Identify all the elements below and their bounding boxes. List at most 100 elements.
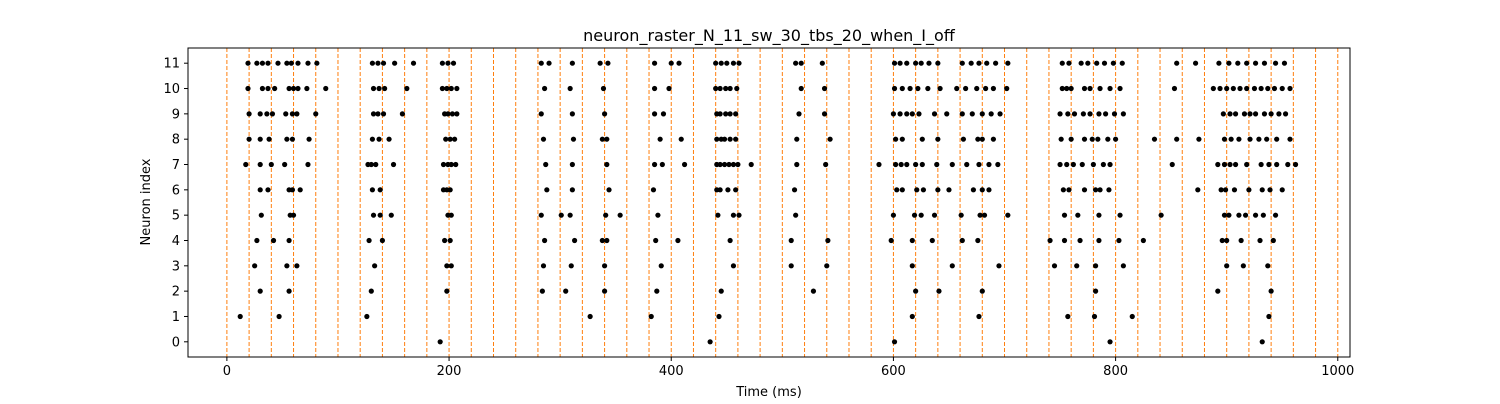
spike-point — [936, 288, 942, 294]
spike-point — [718, 288, 724, 294]
spike-point — [243, 161, 249, 168]
spike-point — [605, 60, 611, 66]
spike-point — [1215, 288, 1221, 294]
spike-point — [721, 161, 728, 168]
spike-point — [909, 237, 915, 244]
spike-point — [995, 161, 1001, 168]
spike-point — [373, 161, 379, 168]
spike-point — [448, 85, 454, 92]
spike-point — [447, 187, 453, 193]
spike-point — [368, 161, 374, 168]
spike-point — [934, 161, 940, 168]
spike-point — [1224, 237, 1230, 244]
y-tick-label: 10 — [163, 82, 180, 97]
spike-point — [272, 85, 278, 92]
x-axis-ticks: 0 200 400 600 800 1000 — [223, 357, 1354, 379]
spike-point — [246, 111, 252, 117]
spike-point — [891, 60, 898, 66]
spike-point — [1116, 237, 1122, 244]
spike-point — [727, 136, 733, 142]
spike-point — [258, 212, 264, 218]
spike-point — [1081, 136, 1088, 142]
spike-point — [1240, 263, 1246, 269]
spike-point — [604, 161, 610, 168]
spike-point — [827, 136, 833, 142]
spike-point — [977, 212, 983, 218]
spike-point — [1265, 263, 1271, 269]
spike-point — [650, 187, 657, 193]
spike-point — [733, 111, 739, 117]
spike-point — [257, 161, 263, 168]
spike-point — [444, 263, 450, 269]
spike-point — [1192, 60, 1199, 66]
spike-point — [1285, 161, 1291, 168]
spike-point — [404, 85, 410, 92]
spike-point — [1081, 85, 1088, 92]
spike-point — [658, 263, 664, 269]
spike-point — [651, 111, 658, 117]
spike-point — [890, 212, 897, 218]
spike-point — [1251, 85, 1258, 92]
spike-point — [1095, 136, 1101, 142]
spike-dots — [237, 60, 1299, 345]
spike-point — [275, 60, 281, 66]
spike-point — [1061, 237, 1068, 244]
spike-point — [657, 136, 663, 142]
spike-point — [370, 85, 377, 92]
spike-point — [288, 60, 294, 66]
spike-point — [259, 85, 266, 92]
spike-point — [913, 60, 919, 66]
spike-point — [571, 237, 578, 244]
spike-point — [904, 161, 910, 168]
spike-point — [290, 212, 297, 218]
spike-point — [1140, 237, 1146, 244]
spike-point — [569, 161, 575, 168]
spike-point — [960, 136, 967, 142]
spike-point — [678, 136, 684, 142]
spike-point — [713, 85, 719, 92]
spike-point — [1077, 237, 1083, 244]
spike-point — [257, 111, 263, 117]
spike-point — [268, 161, 274, 168]
spike-point — [914, 187, 920, 193]
spike-point — [1120, 111, 1126, 117]
chart-title: neuron_raster_N_11_sw_30_tbs_20_when_I_o… — [583, 26, 956, 46]
spike-point — [1047, 237, 1053, 244]
spike-point — [289, 111, 296, 117]
spike-point — [1237, 85, 1243, 92]
spike-point — [898, 161, 904, 168]
spike-point — [1260, 212, 1266, 218]
spike-point — [286, 288, 292, 294]
spike-point — [1064, 85, 1070, 92]
y-tick-label: 5 — [172, 209, 180, 224]
spike-point — [1085, 60, 1091, 66]
y-tick-label: 0 — [172, 335, 180, 350]
spike-point — [544, 187, 550, 193]
spike-point — [567, 212, 573, 218]
spike-point — [1004, 85, 1010, 92]
spike-point — [727, 111, 733, 117]
spike-point — [959, 237, 965, 244]
spike-point — [410, 60, 417, 66]
spike-point — [1244, 85, 1250, 92]
spike-point — [1259, 339, 1265, 345]
spike-point — [1282, 111, 1289, 117]
spike-point — [443, 136, 449, 142]
spike-point — [453, 161, 459, 168]
spike-point — [569, 111, 575, 117]
spike-point — [660, 111, 667, 117]
spike-point — [1120, 263, 1126, 269]
spike-point — [1287, 85, 1293, 92]
spike-point — [931, 111, 938, 117]
spike-point — [259, 60, 266, 66]
spike-point — [654, 288, 660, 294]
spike-point — [899, 136, 905, 142]
spike-point — [798, 60, 804, 66]
spike-point — [1236, 212, 1242, 218]
spike-point — [603, 212, 609, 218]
spike-point — [382, 85, 388, 92]
spike-point — [1059, 60, 1065, 66]
spike-point — [1068, 136, 1074, 142]
spike-point — [821, 85, 828, 92]
spike-point — [1227, 161, 1233, 168]
